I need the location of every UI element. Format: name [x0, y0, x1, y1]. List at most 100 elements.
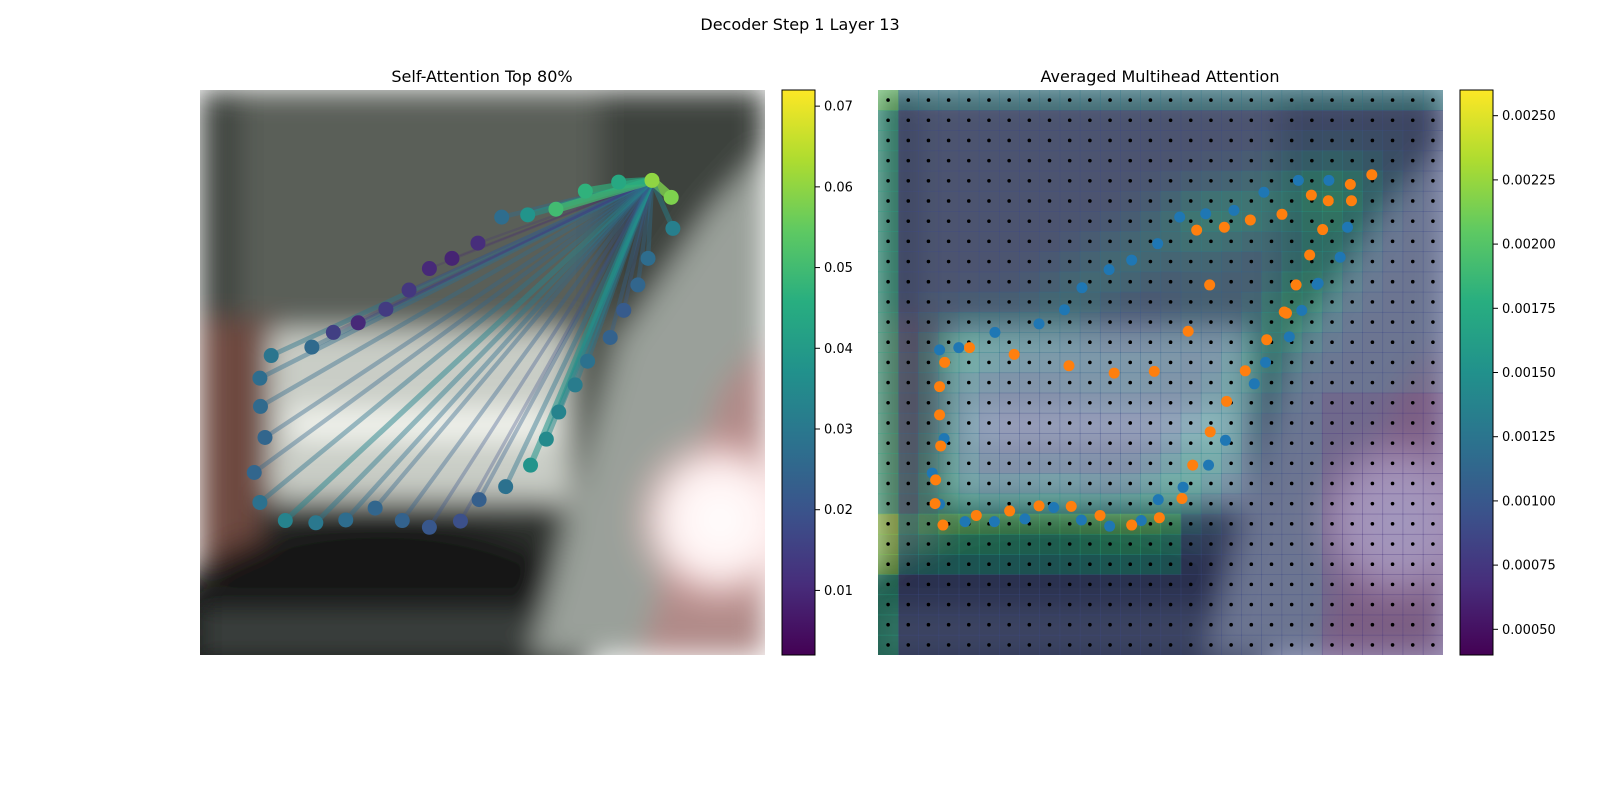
grid-dot — [946, 138, 951, 143]
grid-dot — [1108, 421, 1112, 425]
grid-dot — [1088, 400, 1092, 405]
grid-dot — [1088, 279, 1092, 284]
grid-dot — [1047, 441, 1052, 445]
grid-dot — [946, 602, 951, 607]
grid-dot — [1310, 118, 1314, 123]
grid-dot — [1088, 138, 1092, 143]
grid-dot — [1269, 522, 1274, 526]
grid-dot — [1088, 562, 1092, 566]
prediction-point — [1126, 254, 1138, 266]
grid-dot — [967, 562, 971, 566]
grid-dot — [1108, 622, 1112, 627]
grid-dot — [926, 320, 931, 324]
attention-line — [400, 178, 655, 523]
grid-dot — [1188, 643, 1193, 647]
grid-dot — [1269, 259, 1274, 264]
prediction-point — [1342, 221, 1354, 233]
grid-dot — [886, 98, 890, 102]
grid-dot — [1188, 501, 1193, 506]
grid-dot — [1289, 441, 1294, 445]
grid-dot — [1249, 421, 1254, 425]
grid-dot — [1128, 118, 1133, 123]
grid-dot — [1370, 320, 1375, 324]
grid-dot — [1188, 602, 1193, 607]
grid-dot — [1410, 481, 1415, 486]
prediction-point — [934, 344, 946, 356]
grid-dot — [1067, 340, 1072, 345]
grid-dot — [1007, 602, 1011, 607]
prediction-point — [935, 440, 947, 452]
grid-dot — [1027, 239, 1032, 244]
grid-dot — [1310, 158, 1314, 163]
grid-dot — [1108, 138, 1112, 143]
grid-dot — [1249, 98, 1254, 102]
grid-dot — [1148, 179, 1153, 183]
grid-dot — [1370, 138, 1375, 143]
grid-dot — [1431, 279, 1435, 284]
grid-dot — [1088, 481, 1092, 486]
grid-dot — [1148, 643, 1153, 647]
grid-dot — [1249, 179, 1254, 183]
grid-dot — [1067, 239, 1072, 244]
grid-dot — [1269, 481, 1274, 486]
grid-dot — [1128, 219, 1133, 223]
grid-dot — [1390, 461, 1395, 466]
grid-dot — [1330, 138, 1334, 143]
grid-dot — [1289, 158, 1294, 163]
grid-dot — [1188, 562, 1193, 566]
grid-dot — [987, 98, 991, 102]
grid-dot — [1390, 259, 1395, 264]
grid-dot — [1431, 461, 1435, 466]
grid-dot — [1168, 380, 1173, 385]
grid-dot — [987, 380, 991, 385]
grid-dot — [1310, 461, 1314, 466]
grid-dot — [1108, 542, 1112, 546]
colorbar-tick-label: 0.06 — [824, 180, 853, 195]
prediction-point — [1187, 459, 1199, 471]
attention-line — [262, 178, 655, 440]
grid-dot — [1108, 320, 1112, 324]
grid-dot — [1289, 643, 1294, 647]
grid-dot — [1088, 158, 1092, 163]
grid-dot — [987, 239, 991, 244]
grid-dot — [946, 259, 951, 264]
grid-dot — [1410, 380, 1415, 385]
query-point — [644, 172, 660, 188]
grid-dot — [1128, 320, 1133, 324]
prediction-point — [1063, 360, 1075, 372]
grid-dot — [987, 320, 991, 324]
grid-dot — [886, 259, 890, 264]
grid-dot — [1249, 622, 1254, 627]
grid-dot — [1310, 320, 1314, 324]
grid-dot — [987, 481, 991, 486]
grid-dot — [1350, 542, 1354, 546]
prediction-point — [1076, 282, 1088, 294]
grid-dot — [886, 421, 890, 425]
grid-dot — [987, 562, 991, 566]
grid-dot — [1148, 300, 1153, 304]
grid-dot — [886, 219, 890, 223]
colorbar-tick-label: 0.00225 — [1502, 173, 1556, 188]
grid-dot — [1168, 360, 1173, 365]
grid-dot — [926, 643, 931, 647]
grid-dot — [1088, 320, 1092, 324]
grid-dot — [1209, 421, 1213, 425]
grid-dot — [1410, 602, 1415, 607]
grid-dot — [1188, 239, 1193, 244]
grid-dot — [987, 199, 991, 203]
grid-dot — [1249, 158, 1254, 163]
grid-dot — [1269, 279, 1274, 284]
prediction-point — [1304, 249, 1316, 261]
grid-dot — [987, 542, 991, 546]
grid-dot — [946, 461, 951, 466]
grid-dot — [886, 582, 890, 587]
grid-dot — [906, 602, 911, 607]
grid-dot — [1390, 179, 1395, 183]
grid-dot — [1390, 622, 1395, 627]
query-point — [338, 512, 354, 528]
grid-dot — [1108, 360, 1112, 365]
grid-dot — [1148, 481, 1153, 486]
query-point — [470, 235, 486, 251]
grid-dot — [1108, 602, 1112, 607]
grid-dot — [926, 179, 931, 183]
